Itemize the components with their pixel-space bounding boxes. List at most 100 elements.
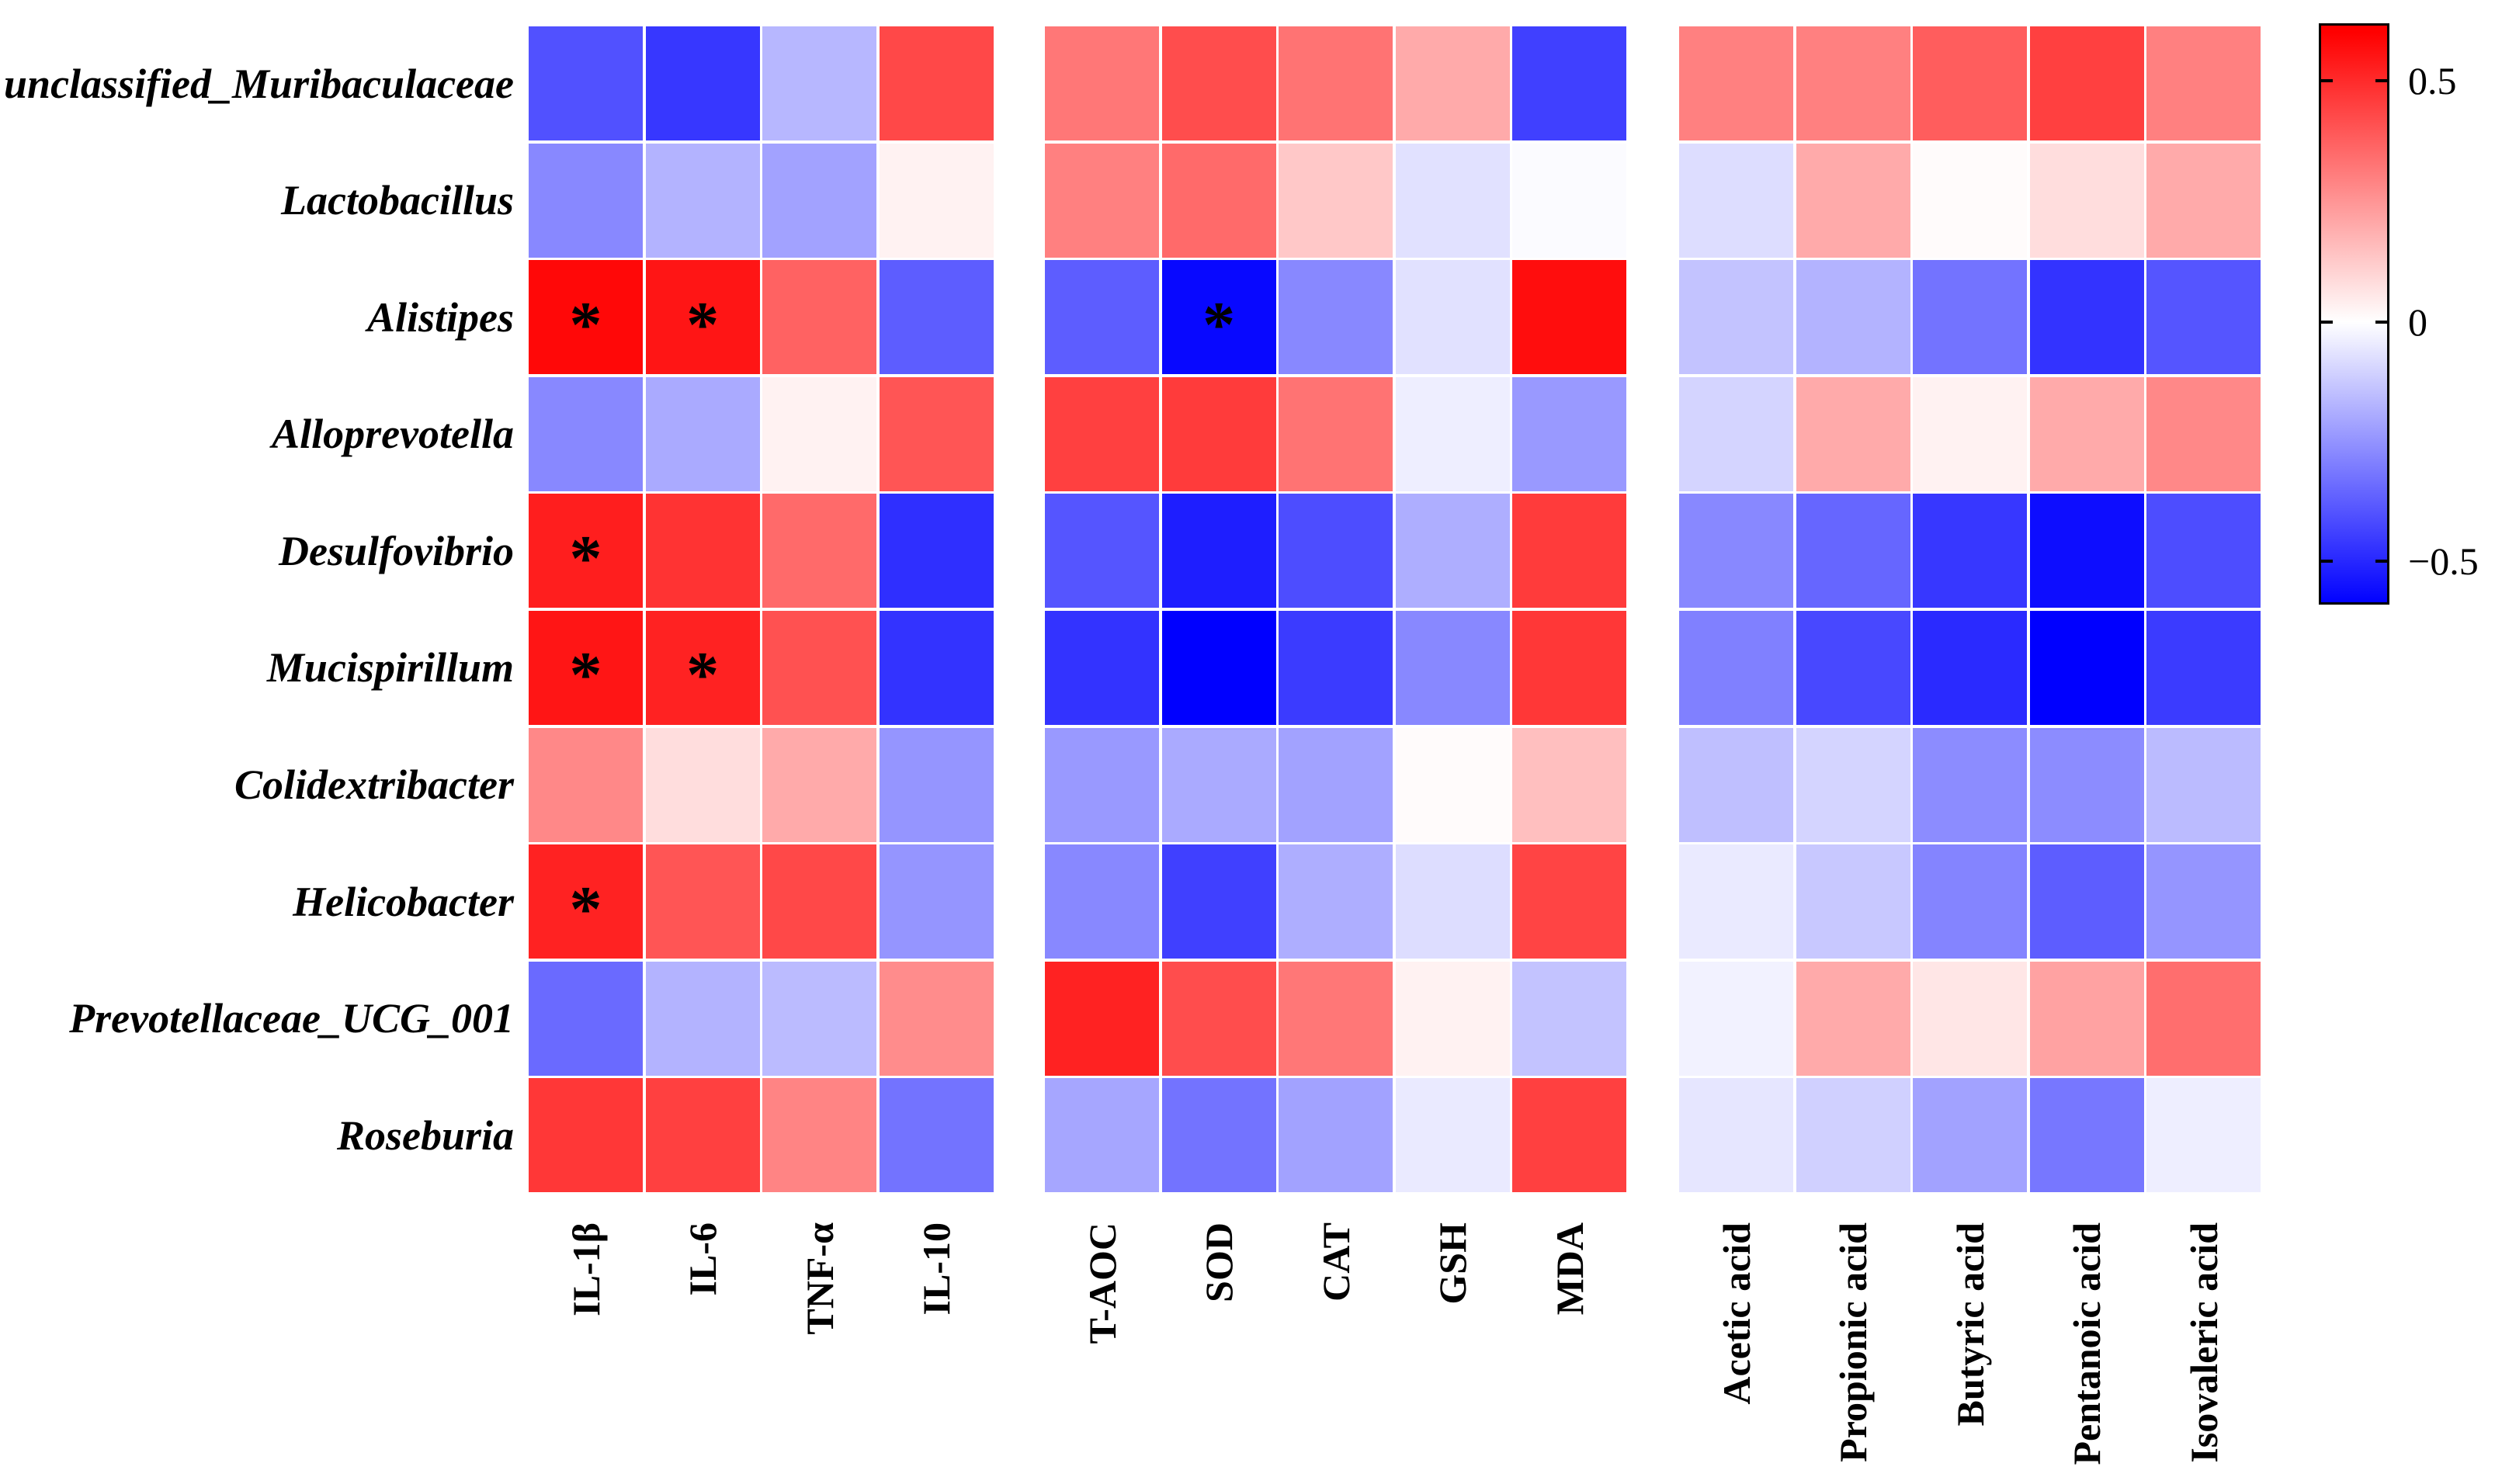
col-label-gsh: GSH [1431, 1222, 1475, 1305]
col-label-mda: MDA [1547, 1222, 1591, 1316]
heatmap-cell-cytokines-r5-c2 [762, 610, 877, 725]
col-label-isovaleric-acid: Isovaleric acid [2181, 1222, 2226, 1463]
col-label-il-10: IL-10 [914, 1222, 959, 1316]
row-label-roseburia: Roseburia [336, 1111, 514, 1159]
heatmap-cell-cytokines-r1-c1 [645, 143, 760, 258]
heatmap-cell-short-chain-fatty-acids-r4-c2 [1913, 494, 2028, 609]
heatmap-cell-short-chain-fatty-acids-r9-c4 [2146, 1078, 2261, 1193]
heatmap-cell-cytokines-r2-c3 [879, 260, 994, 375]
heatmap-cell-oxidative-stress-markers-r3-c1 [1161, 376, 1276, 491]
heatmap-cell-cytokines-r2-c2 [762, 260, 877, 375]
col-label-acetic-acid: Acetic acid [1714, 1222, 1758, 1405]
heatmap-cell-cytokines-r5-c0: * [529, 610, 643, 725]
heatmap-cell-oxidative-stress-markers-r5-c4 [1512, 610, 1627, 725]
heatmap-cell-short-chain-fatty-acids-r7-c4 [2146, 844, 2261, 959]
significance-asterisk: * [569, 872, 602, 945]
heatmap-cell-oxidative-stress-markers-r7-c2 [1279, 844, 1393, 959]
heatmap-cell-cytokines-r1-c3 [879, 143, 994, 258]
heatmap-cell-cytokines-r2-c0: * [529, 260, 643, 375]
heatmap-cell-short-chain-fatty-acids-r6-c3 [2029, 727, 2144, 842]
heatmap-cell-cytokines-r7-c0: * [529, 844, 643, 959]
heatmap-cell-oxidative-stress-markers-r6-c4 [1512, 727, 1627, 842]
heatmap-cell-oxidative-stress-markers-r4-c1 [1161, 494, 1276, 609]
significance-asterisk: * [569, 639, 602, 712]
heatmap-cell-cytokines-r3-c2 [762, 376, 877, 491]
heatmap-cell-short-chain-fatty-acids-r9-c0 [1679, 1078, 1793, 1193]
heatmap-cell-oxidative-stress-markers-r7-c3 [1395, 844, 1510, 959]
heatmap-cell-oxidative-stress-markers-r3-c4 [1512, 376, 1627, 491]
heatmap-cell-short-chain-fatty-acids-r1-c0 [1679, 143, 1793, 258]
heatmap-cell-short-chain-fatty-acids-r2-c3 [2029, 260, 2144, 375]
heatmap-cell-oxidative-stress-markers-r7-c0 [1045, 844, 1159, 959]
heatmap-cell-cytokines-r4-c1 [645, 494, 760, 609]
colorbar-tick [2321, 560, 2333, 563]
heatmap-cell-oxidative-stress-markers-r2-c2 [1279, 260, 1393, 375]
heatmap-cell-oxidative-stress-markers-r2-c3 [1395, 260, 1510, 375]
heatmap-cell-cytokines-r0-c3 [879, 26, 994, 140]
heatmap-cell-short-chain-fatty-acids-r8-c1 [1796, 961, 1910, 1076]
heatmap-cell-oxidative-stress-markers-r0-c4 [1512, 26, 1627, 140]
heatmap-cell-cytokines-r8-c1 [645, 961, 760, 1076]
heatmap-panel-oxidative-stress: * [1045, 26, 1627, 1193]
heatmap-cell-oxidative-stress-markers-r4-c3 [1395, 494, 1510, 609]
heatmap-cell-oxidative-stress-markers-r6-c3 [1395, 727, 1510, 842]
heatmap-cell-short-chain-fatty-acids-r6-c2 [1913, 727, 2028, 842]
heatmap-cell-short-chain-fatty-acids-r0-c2 [1913, 26, 2028, 140]
heatmap-cell-short-chain-fatty-acids-r7-c1 [1796, 844, 1910, 959]
heatmap-cell-oxidative-stress-markers-r9-c3 [1395, 1078, 1510, 1193]
colorbar-tick-label-min: −0.5 [2408, 539, 2479, 583]
heatmap-cell-oxidative-stress-markers-r0-c2 [1279, 26, 1393, 140]
heatmap-cell-oxidative-stress-markers-r1-c3 [1395, 143, 1510, 258]
colorbar-tick [2375, 560, 2387, 563]
heatmap-cell-short-chain-fatty-acids-r2-c2 [1913, 260, 2028, 375]
heatmap-cell-short-chain-fatty-acids-r8-c3 [2029, 961, 2144, 1076]
heatmap-cell-oxidative-stress-markers-r5-c2 [1279, 610, 1393, 725]
heatmap-cell-short-chain-fatty-acids-r7-c3 [2029, 844, 2144, 959]
heatmap-cell-short-chain-fatty-acids-r0-c0 [1679, 26, 1793, 140]
colorbar-tick [2375, 321, 2387, 324]
heatmap-cell-oxidative-stress-markers-r0-c3 [1395, 26, 1510, 140]
heatmap-cell-cytokines-r5-c3 [879, 610, 994, 725]
colorbar-tick-label-zero: 0 [2408, 300, 2427, 344]
heatmap-cell-oxidative-stress-markers-r2-c4 [1512, 260, 1627, 375]
heatmap-cell-cytokines-r8-c2 [762, 961, 877, 1076]
heatmap-cell-short-chain-fatty-acids-r3-c2 [1913, 376, 2028, 491]
heatmap-cell-oxidative-stress-markers-r7-c1 [1161, 844, 1276, 959]
heatmap-panel-cytokines: * * * * * * [529, 26, 994, 1193]
row-label-alloprevotella: Alloprevotella [272, 411, 514, 458]
heatmap-cell-short-chain-fatty-acids-r9-c3 [2029, 1078, 2144, 1193]
colorbar-tick [2321, 321, 2333, 324]
col-label-sod: SOD [1197, 1222, 1241, 1302]
col-label-butyric-acid: Butyric acid [1948, 1222, 1992, 1427]
heatmap-cell-short-chain-fatty-acids-r1-c4 [2146, 143, 2261, 258]
heatmap-cell-short-chain-fatty-acids-r6-c4 [2146, 727, 2261, 842]
heatmap-cell-oxidative-stress-markers-r8-c1 [1161, 961, 1276, 1076]
significance-asterisk: * [569, 288, 602, 361]
heatmap-cell-oxidative-stress-markers-r0-c1 [1161, 26, 1276, 140]
heatmap-panel-scfa [1679, 26, 2261, 1193]
colorbar-tick [2321, 79, 2333, 82]
heatmap-cell-oxidative-stress-markers-r3-c0 [1045, 376, 1159, 491]
heatmap-cell-short-chain-fatty-acids-r1-c2 [1913, 143, 2028, 258]
significance-asterisk: * [1202, 288, 1236, 361]
heatmap-cell-oxidative-stress-markers-r8-c2 [1279, 961, 1393, 1076]
heatmap-cell-cytokines-r3-c3 [879, 376, 994, 491]
heatmap-cell-short-chain-fatty-acids-r9-c1 [1796, 1078, 1910, 1193]
heatmap-cell-cytokines-r6-c2 [762, 727, 877, 842]
heatmap-cell-cytokines-r2-c1: * [645, 260, 760, 375]
heatmap-cell-cytokines-r0-c0 [529, 26, 643, 140]
colorbar-gradient [2319, 23, 2389, 605]
heatmap-cell-oxidative-stress-markers-r1-c4 [1512, 143, 1627, 258]
heatmap-cell-cytokines-r3-c0 [529, 376, 643, 491]
heatmap-cell-short-chain-fatty-acids-r4-c3 [2029, 494, 2144, 609]
heatmap-cell-cytokines-r4-c2 [762, 494, 877, 609]
heatmap-cell-oxidative-stress-markers-r2-c1: * [1161, 260, 1276, 375]
significance-asterisk: * [686, 639, 720, 712]
heatmap-cell-cytokines-r9-c1 [645, 1078, 760, 1193]
heatmap-cell-oxidative-stress-markers-r5-c0 [1045, 610, 1159, 725]
heatmap-cell-oxidative-stress-markers-r1-c0 [1045, 143, 1159, 258]
heatmap-cell-oxidative-stress-markers-r5-c3 [1395, 610, 1510, 725]
col-label-il-6: IL-6 [681, 1222, 725, 1296]
col-label-tnf-α: TNF-α [797, 1222, 841, 1335]
